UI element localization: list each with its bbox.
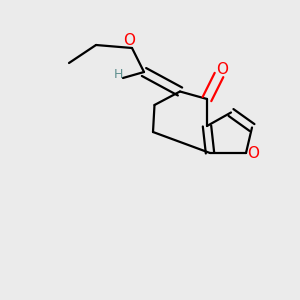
Text: O: O [124, 33, 136, 48]
Text: H: H [114, 68, 123, 82]
Text: O: O [217, 62, 229, 77]
Text: O: O [248, 146, 260, 160]
